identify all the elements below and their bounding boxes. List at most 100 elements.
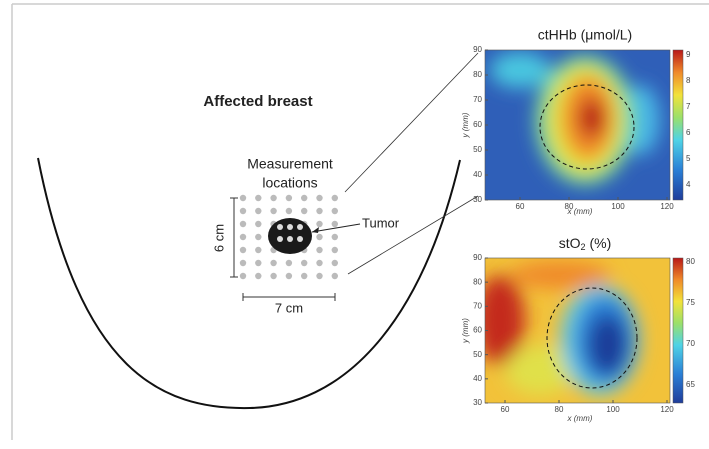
tumor-dot bbox=[277, 224, 283, 230]
y-tick-label: 40 bbox=[473, 374, 482, 383]
colorbar-tick-label: 80 bbox=[686, 257, 695, 266]
grid-dot bbox=[255, 233, 262, 241]
map-title: stO2 (%) bbox=[559, 235, 612, 253]
tumor-points bbox=[277, 224, 303, 242]
title-sub: 2 bbox=[580, 242, 585, 252]
x-axis-label: x (mm) bbox=[567, 207, 593, 216]
colorbar-tick-label: 70 bbox=[686, 339, 695, 348]
heatmap bbox=[485, 258, 670, 403]
colorbar-tick-label: 75 bbox=[686, 298, 695, 307]
grid-dot bbox=[239, 272, 247, 280]
grid-dot bbox=[239, 220, 247, 228]
width-label: 7 cm bbox=[275, 300, 303, 315]
y-axis-label: y (mm) bbox=[461, 318, 470, 344]
colorbar-tick-label: 5 bbox=[686, 154, 691, 163]
grid-dot bbox=[331, 207, 338, 215]
grid-dot bbox=[239, 194, 247, 202]
tumor-dot bbox=[297, 224, 303, 230]
x-tick-label: 120 bbox=[660, 202, 674, 211]
measurement-grid bbox=[239, 194, 338, 280]
y-axis-label: y (mm) bbox=[461, 112, 470, 138]
grid-dot bbox=[285, 194, 293, 202]
colorbar-tick-label: 8 bbox=[686, 76, 691, 85]
x-axis-label: x (mm) bbox=[567, 414, 593, 423]
y-tick-label: 90 bbox=[473, 45, 482, 54]
colorbar bbox=[672, 49, 684, 201]
grid-dot bbox=[239, 246, 247, 254]
x-tick-label: 80 bbox=[565, 202, 574, 211]
tumor-label: Tumor bbox=[362, 215, 400, 230]
height-bar bbox=[230, 197, 238, 278]
x-tick-label: 80 bbox=[555, 405, 564, 414]
grid-dot bbox=[239, 259, 247, 267]
y-tick-label: 50 bbox=[473, 145, 482, 154]
grid-dot bbox=[316, 220, 323, 228]
grid-dot bbox=[270, 194, 277, 202]
colorbar-tick-label: 4 bbox=[686, 180, 691, 189]
grid-dot bbox=[255, 246, 262, 254]
title-unit: (%) bbox=[590, 235, 612, 251]
y-tick-label: 90 bbox=[473, 253, 482, 262]
grid-dot bbox=[270, 272, 277, 280]
grid-dot bbox=[270, 207, 277, 215]
grid-dot bbox=[316, 207, 323, 215]
grid-dot bbox=[255, 194, 262, 202]
grid-dot bbox=[285, 272, 293, 280]
colorbar-tick-label: 9 bbox=[686, 50, 691, 59]
grid-dot bbox=[301, 194, 308, 202]
x-tick-label: 100 bbox=[606, 405, 620, 414]
grid-dot bbox=[255, 272, 262, 280]
colorbar bbox=[672, 257, 684, 404]
grid-dot bbox=[331, 194, 338, 202]
grid-dot bbox=[270, 259, 277, 267]
grid-dot bbox=[239, 233, 247, 241]
grid-dot bbox=[316, 246, 323, 254]
connector bbox=[344, 52, 479, 275]
y-tick-label: 70 bbox=[473, 95, 482, 104]
x-tick-label: 60 bbox=[501, 405, 510, 414]
grid-dot bbox=[285, 259, 293, 267]
grid-dot bbox=[301, 272, 308, 280]
x-tick-label: 120 bbox=[660, 405, 674, 414]
breast-label: Affected breast bbox=[203, 93, 312, 110]
y-tick-label: 70 bbox=[473, 301, 482, 310]
colorbar-tick-label: 6 bbox=[686, 128, 691, 137]
y-tick-label: 40 bbox=[473, 170, 482, 179]
heatmap bbox=[485, 50, 670, 200]
arrowhead bbox=[312, 227, 319, 233]
breast-outline bbox=[37, 157, 461, 410]
tumor-arrow bbox=[311, 223, 361, 233]
grid-dot bbox=[331, 246, 338, 254]
grid-dot bbox=[331, 259, 338, 267]
y-tick-label: 30 bbox=[473, 398, 482, 407]
measurement-label: Measurement bbox=[247, 156, 333, 172]
colorbar-tick-label: 7 bbox=[686, 102, 691, 111]
grid-dot bbox=[316, 259, 323, 267]
tumor-dot bbox=[297, 236, 303, 242]
y-tick-label: 60 bbox=[473, 120, 482, 129]
grid-dot bbox=[316, 272, 323, 280]
tumor-dot bbox=[287, 224, 293, 230]
height-label: 6 cm bbox=[211, 224, 226, 252]
x-tick-label: 100 bbox=[611, 202, 625, 211]
grid-dot bbox=[255, 220, 262, 228]
tumor-dot bbox=[287, 236, 293, 242]
colorbar-tick-label: 65 bbox=[686, 380, 695, 389]
y-tick-label: 60 bbox=[473, 326, 482, 335]
frame bbox=[11, 3, 709, 440]
tumor-dot bbox=[277, 236, 283, 242]
grid-dot bbox=[331, 272, 338, 280]
title-main: stO bbox=[559, 235, 581, 251]
x-tick-label: 60 bbox=[516, 202, 525, 211]
y-tick-label: 80 bbox=[473, 70, 482, 79]
y-tick-label: 30 bbox=[473, 195, 482, 204]
measurement-label: locations bbox=[262, 175, 317, 191]
grid-dot bbox=[301, 207, 308, 215]
y-tick-label: 50 bbox=[473, 350, 482, 359]
grid-dot bbox=[255, 207, 262, 215]
grid-dot bbox=[255, 259, 262, 267]
grid-dot bbox=[301, 259, 308, 267]
map-title: ctHHb (μmol/L) bbox=[538, 27, 632, 43]
width-bar bbox=[242, 293, 336, 301]
